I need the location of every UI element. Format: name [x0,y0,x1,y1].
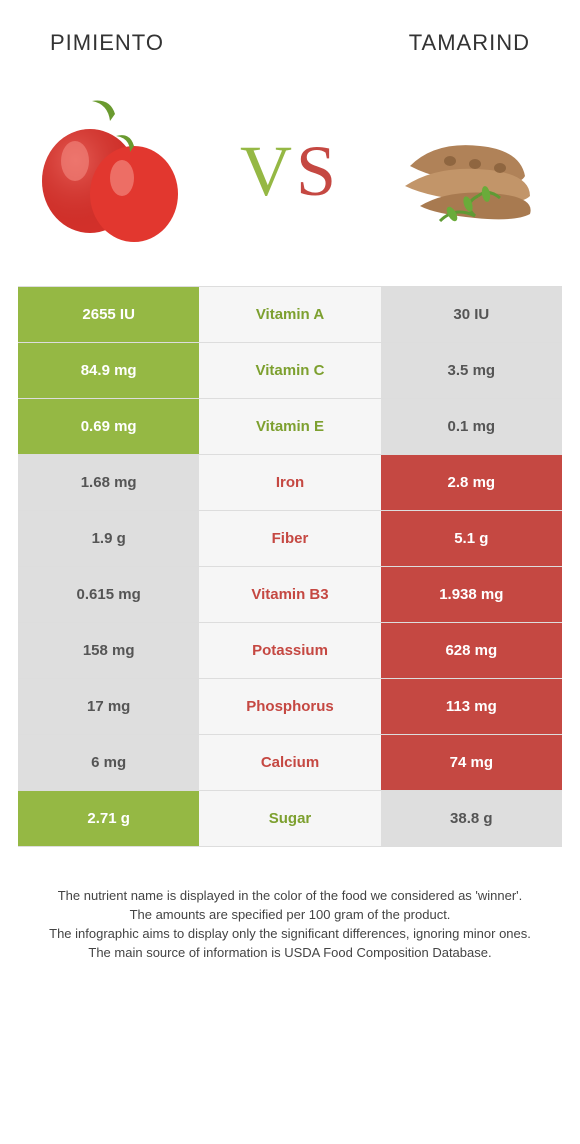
footer-line: The nutrient name is displayed in the co… [30,887,550,906]
right-value: 0.1 mg [381,399,562,454]
vs-label: VS [240,130,340,213]
left-value: 0.69 mg [18,399,199,454]
table-row: 6 mgCalcium74 mg [18,735,562,791]
nutrient-name: Sugar [199,791,380,846]
right-value: 38.8 g [381,791,562,846]
table-row: 84.9 mgVitamin C3.5 mg [18,343,562,399]
nutrient-name: Iron [199,455,380,510]
vs-s: S [296,131,340,211]
left-value: 6 mg [18,735,199,790]
nutrient-name: Vitamin B3 [199,567,380,622]
left-value: 1.9 g [18,511,199,566]
right-value: 30 IU [381,287,562,342]
nutrient-name: Phosphorus [199,679,380,734]
nutrient-name: Vitamin C [199,343,380,398]
food-right-title: Tamarind [409,30,530,56]
food-right-image [380,86,550,256]
right-value: 113 mg [381,679,562,734]
left-value: 2655 IU [18,287,199,342]
table-row: 158 mgPotassium628 mg [18,623,562,679]
right-value: 2.8 mg [381,455,562,510]
right-value: 628 mg [381,623,562,678]
footer-line: The amounts are specified per 100 gram o… [30,906,550,925]
nutrient-name: Potassium [199,623,380,678]
left-value: 1.68 mg [18,455,199,510]
footer-line: The main source of information is USDA F… [30,944,550,963]
table-row: 0.615 mgVitamin B31.938 mg [18,567,562,623]
comparison-table: 2655 IUVitamin A30 IU84.9 mgVitamin C3.5… [18,286,562,847]
pimiento-icon [30,86,200,256]
right-value: 3.5 mg [381,343,562,398]
right-value: 74 mg [381,735,562,790]
table-row: 2.71 gSugar38.8 g [18,791,562,847]
table-row: 2655 IUVitamin A30 IU [18,287,562,343]
footer-notes: The nutrient name is displayed in the co… [0,847,580,962]
food-left-title: Pimiento [50,30,164,56]
table-row: 1.9 gFiber5.1 g [18,511,562,567]
nutrient-name: Fiber [199,511,380,566]
footer-line: The infographic aims to display only the… [30,925,550,944]
right-value: 1.938 mg [381,567,562,622]
nutrient-name: Calcium [199,735,380,790]
hero: VS [0,66,580,286]
left-value: 2.71 g [18,791,199,846]
table-row: 17 mgPhosphorus113 mg [18,679,562,735]
food-left-image [30,86,200,256]
nutrient-name: Vitamin E [199,399,380,454]
nutrient-name: Vitamin A [199,287,380,342]
header: Pimiento Tamarind [0,0,580,66]
table-row: 0.69 mgVitamin E0.1 mg [18,399,562,455]
left-value: 84.9 mg [18,343,199,398]
right-value: 5.1 g [381,511,562,566]
table-row: 1.68 mgIron2.8 mg [18,455,562,511]
vs-v: V [240,131,296,211]
tamarind-icon [380,86,550,256]
left-value: 158 mg [18,623,199,678]
left-value: 0.615 mg [18,567,199,622]
left-value: 17 mg [18,679,199,734]
